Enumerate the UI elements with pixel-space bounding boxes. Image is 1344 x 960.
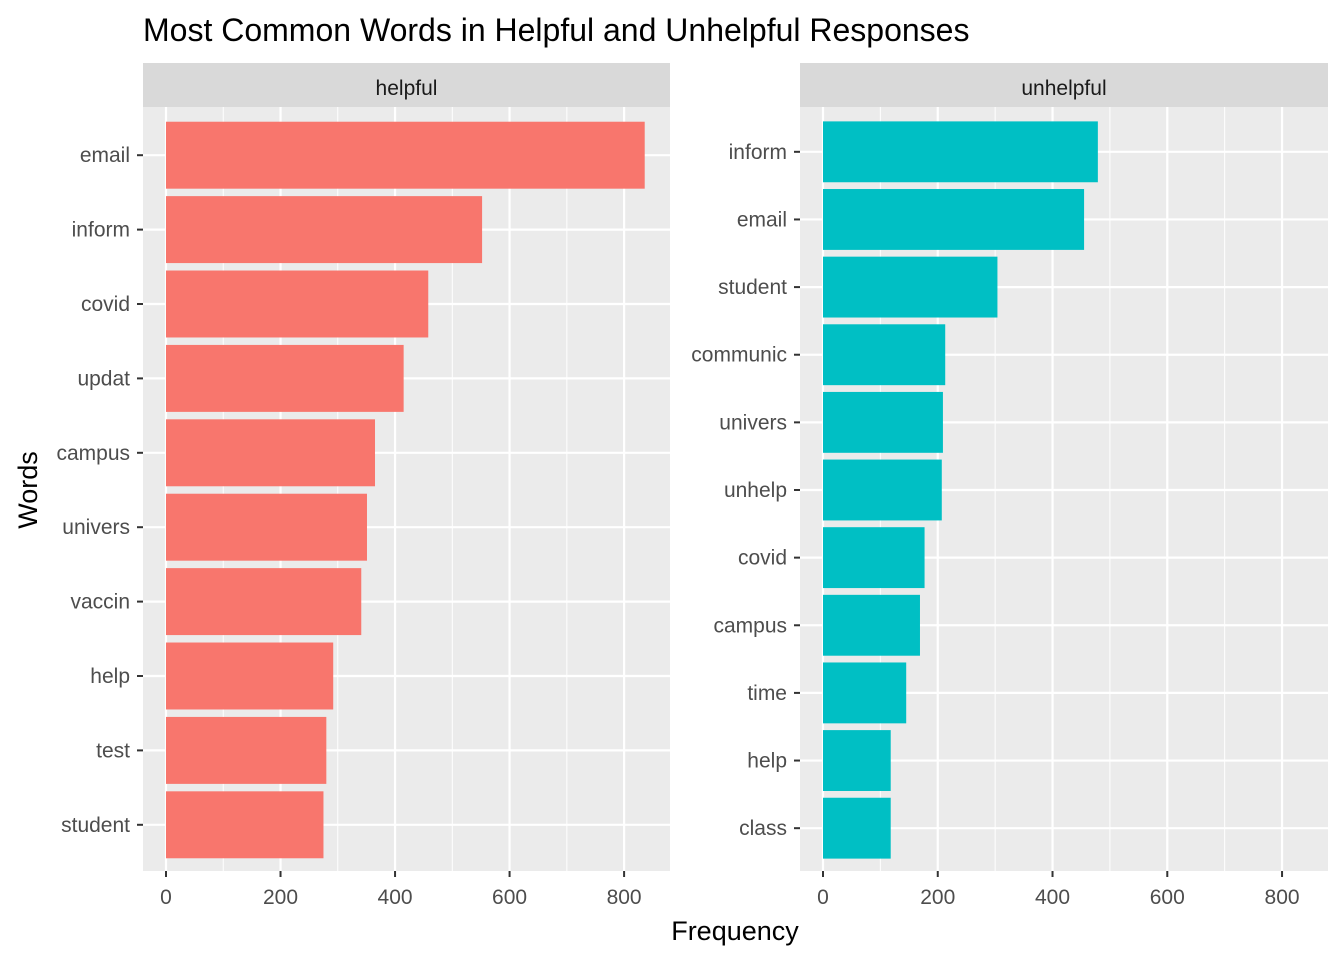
y-tick-label: univers <box>62 516 130 539</box>
bar-helpful-test <box>166 716 327 784</box>
bar-helpful-inform <box>166 196 483 264</box>
panel-helpful: helpful 0 200 400 600 800 email inform covid upda… <box>56 63 670 909</box>
bar-unhelpful-univers <box>823 391 943 453</box>
y-tick-label: covid <box>81 293 130 316</box>
x-tick-label: 0 <box>160 886 172 909</box>
y-tick-label: univers <box>719 411 787 434</box>
x-axis-title: Frequency <box>671 916 799 946</box>
bar-unhelpful-unhelp <box>823 459 942 521</box>
y-tick-label: inform <box>729 141 787 164</box>
bar-helpful-student <box>166 791 324 859</box>
bar-unhelpful-help <box>823 730 891 791</box>
y-tick-label: help <box>90 665 130 688</box>
y-tick-label: student <box>61 814 130 837</box>
bar-helpful-email <box>166 121 645 189</box>
bar-helpful-univers <box>166 493 367 561</box>
y-tick-label: communic <box>691 344 787 367</box>
bar-unhelpful-student <box>823 256 998 318</box>
x-tick-label: 400 <box>378 886 413 909</box>
bar-unhelpful-campus <box>823 594 920 656</box>
y-tick-label: updat <box>77 367 130 390</box>
y-tick-label: vaccin <box>70 591 130 614</box>
y-tick-label: email <box>737 208 787 231</box>
y-tick-label: email <box>80 144 130 167</box>
bar-helpful-covid <box>166 270 429 338</box>
y-tick-label: campus <box>713 614 787 637</box>
bar-unhelpful-covid <box>823 527 925 589</box>
y-tick-label: inform <box>72 219 130 242</box>
y-tick-label: unhelp <box>724 479 787 502</box>
bar-helpful-campus <box>166 419 376 487</box>
y-tick-label: help <box>747 750 787 773</box>
y-tick-label: class <box>739 817 787 840</box>
bar-unhelpful-time <box>823 662 907 724</box>
y-tick-label: test <box>96 739 130 762</box>
x-tick-label: 600 <box>492 886 527 909</box>
x-tick-label: 600 <box>1150 886 1185 909</box>
strip-unhelpful <box>800 63 1328 107</box>
strip-helpful <box>143 63 670 107</box>
facet-panels: helpful 0 200 400 600 800 email inform covid upda… <box>56 63 1328 909</box>
bar-helpful-updat <box>166 344 404 412</box>
bar-helpful-vaccin <box>166 568 362 636</box>
panel-unhelpful: unhelpful 0 200 400 600 800 inform email student… <box>691 63 1328 909</box>
bar-unhelpful-inform <box>823 121 1098 183</box>
y-axis-title: Words <box>13 451 43 529</box>
y-tick-label: covid <box>738 547 787 570</box>
x-tick-label: 200 <box>263 886 298 909</box>
x-tick-label: 800 <box>1265 886 1300 909</box>
x-tick-label: 800 <box>607 886 642 909</box>
bar-unhelpful-communic <box>823 324 946 386</box>
strip-label-helpful: helpful <box>376 77 438 100</box>
x-tick-label: 0 <box>817 886 829 909</box>
y-tick-label: campus <box>56 442 130 465</box>
chart-title: Most Common Words in Helpful and Unhelpf… <box>143 12 969 48</box>
x-tick-label: 400 <box>1035 886 1070 909</box>
y-tick-label: time <box>747 682 787 705</box>
x-tick-label: 200 <box>920 886 955 909</box>
bar-unhelpful-class <box>823 797 891 859</box>
bar-unhelpful-email <box>823 189 1085 250</box>
y-tick-label: student <box>718 276 787 299</box>
bar-helpful-help <box>166 642 334 710</box>
strip-label-unhelpful: unhelpful <box>1021 77 1106 100</box>
